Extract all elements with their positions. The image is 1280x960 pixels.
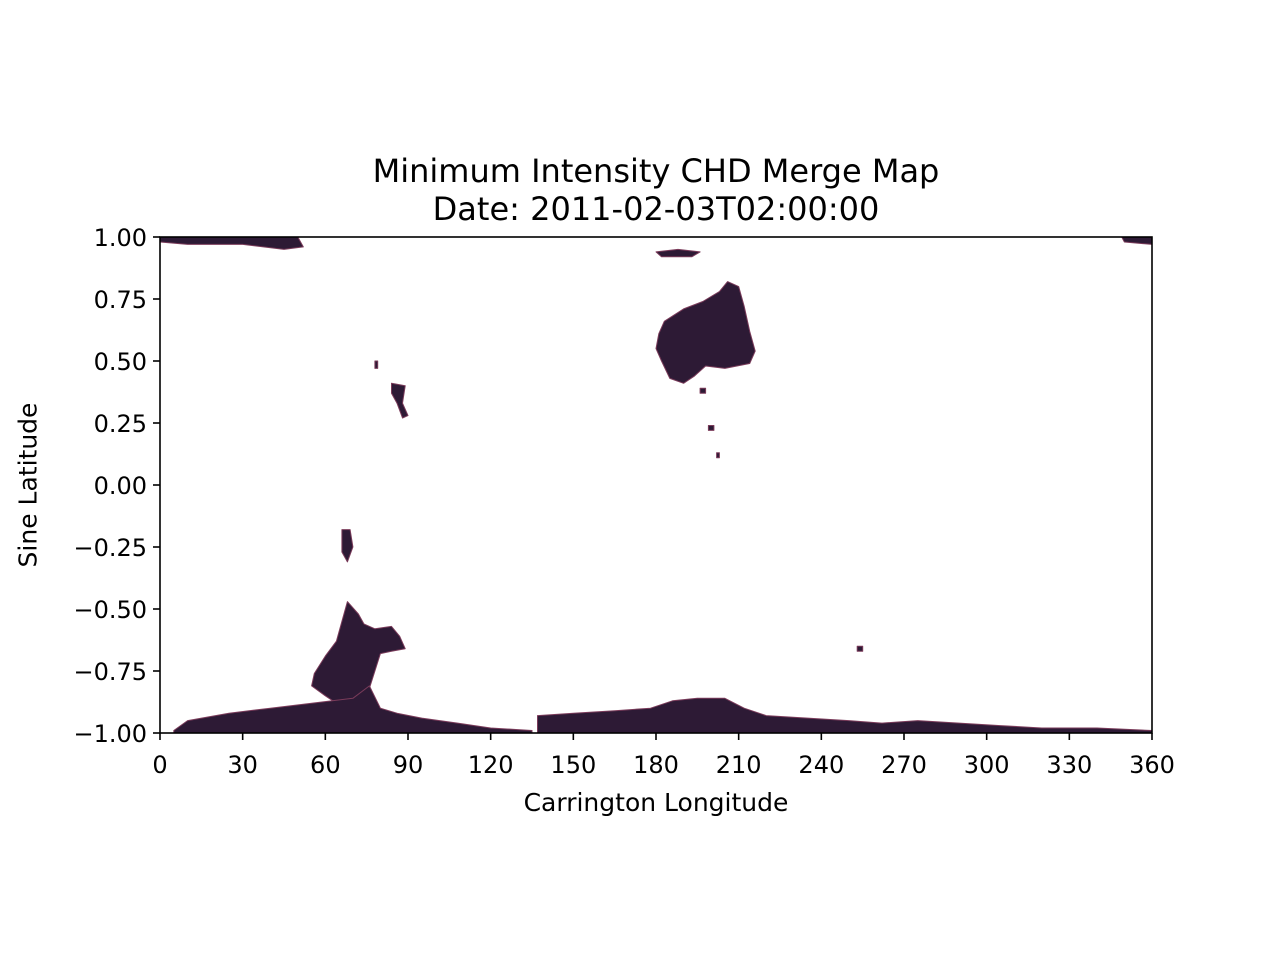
x-tick-label: 300 (964, 751, 1010, 779)
y-tick-label: −0.25 (73, 534, 147, 562)
y-tick-label: 1.00 (94, 224, 147, 252)
coronal-hole-region-1 (159, 236, 304, 250)
x-tick-label: 240 (798, 751, 844, 779)
coronal-hole-region-5 (391, 382, 409, 419)
coronal-hole-region-11 (341, 529, 354, 563)
y-tick-label: 0.00 (94, 472, 147, 500)
coronal-hole-region-4 (655, 281, 756, 384)
y-tick-label: 0.25 (94, 410, 147, 438)
y-tick-label: −0.50 (73, 596, 147, 624)
y-tick-label: 0.75 (94, 286, 147, 314)
coronal-hole-regions (159, 236, 1153, 734)
x-tick-label: 120 (468, 751, 514, 779)
chart-subtitle: Date: 2011-02-03T02:00:00 (432, 190, 880, 228)
axis-ticks: 0 30 60 90 120 150 180 210 240 270 300 330 360 1.00 0.… (73, 224, 1174, 779)
coronal-hole-region-7 (699, 387, 707, 394)
x-tick-label: 270 (881, 751, 927, 779)
y-tick-label: −0.75 (73, 658, 147, 686)
x-tick-label: 180 (633, 751, 679, 779)
coronal-hole-region-2 (1121, 236, 1153, 245)
x-axis-label: Carrington Longitude (523, 788, 789, 817)
coronal-hole-region-3 (655, 248, 701, 258)
x-tick-label: 90 (393, 751, 424, 779)
coronal-hole-region-14 (537, 697, 1153, 734)
x-tick-label: 0 (152, 751, 167, 779)
chart-title: Minimum Intensity CHD Merge Map (372, 152, 940, 190)
x-tick-label: 60 (310, 751, 341, 779)
y-axis-label: Sine Latitude (13, 402, 43, 568)
coronal-hole-region-6 (374, 360, 379, 369)
plot-area-frame (159, 236, 1153, 734)
x-tick-label: 210 (716, 751, 762, 779)
coronal-hole-region-8 (707, 425, 715, 431)
coronal-hole-region-12 (311, 601, 406, 709)
x-tick-label: 150 (550, 751, 596, 779)
x-tick-label: 30 (227, 751, 258, 779)
coronal-hole-region-9 (716, 452, 720, 459)
y-tick-label: 0.50 (94, 348, 147, 376)
x-tick-label: 360 (1129, 751, 1175, 779)
y-tick-label: −1.00 (73, 720, 147, 748)
coronal-hole-region-10 (856, 645, 864, 652)
x-tick-label: 330 (1046, 751, 1092, 779)
